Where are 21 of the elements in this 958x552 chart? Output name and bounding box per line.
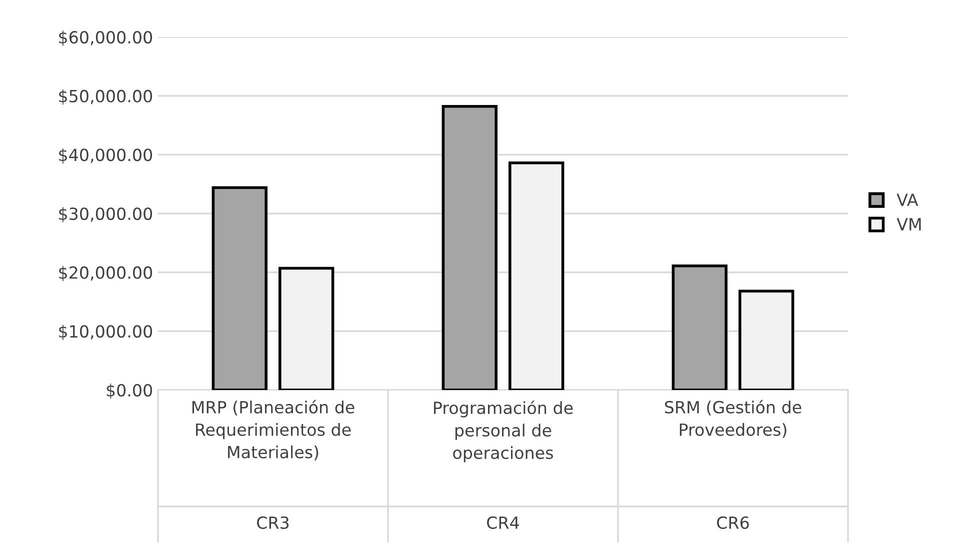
legend-label: VA: [896, 194, 918, 206]
text: CR3: [257, 516, 289, 529]
y-tick-label: $30,000.00: [59, 207, 152, 222]
y-tick-label: $20,000.00: [59, 266, 152, 282]
y-tick-label: $50,000.00: [59, 90, 152, 105]
bar: [508, 162, 564, 390]
bar: [672, 264, 728, 390]
y-tick-label: $10,000.00: [59, 324, 152, 340]
x-tick-label: Programación de personal de operaciones: [434, 400, 573, 462]
bar: [442, 105, 498, 390]
text: CR6: [717, 516, 749, 529]
y-tick-label: $40,000.00: [59, 148, 152, 164]
y-tick-label: $0.00: [106, 384, 152, 399]
bar: [738, 290, 794, 390]
x-tick-label: MRP (Planeación de Requerimientos de Materiales): [192, 400, 354, 460]
bar: [212, 186, 268, 390]
text: CR4: [487, 516, 519, 529]
legend-label: VM: [896, 218, 921, 230]
y-tick-label: $60,000.00: [59, 30, 152, 46]
bar: [278, 266, 334, 390]
x-tick-label: SRM (Gestión de Proveedores): [664, 400, 802, 438]
